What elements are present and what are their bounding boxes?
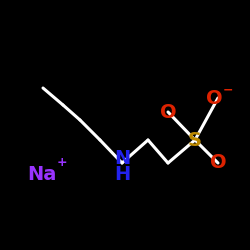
Text: S: S: [188, 130, 202, 150]
Text: H: H: [114, 164, 130, 184]
Text: Na: Na: [27, 166, 57, 184]
Text: −: −: [223, 84, 233, 96]
Text: O: O: [160, 102, 176, 122]
Text: +: +: [57, 156, 67, 168]
Text: O: O: [210, 154, 226, 172]
Text: O: O: [206, 88, 222, 108]
Text: N: N: [114, 148, 130, 168]
